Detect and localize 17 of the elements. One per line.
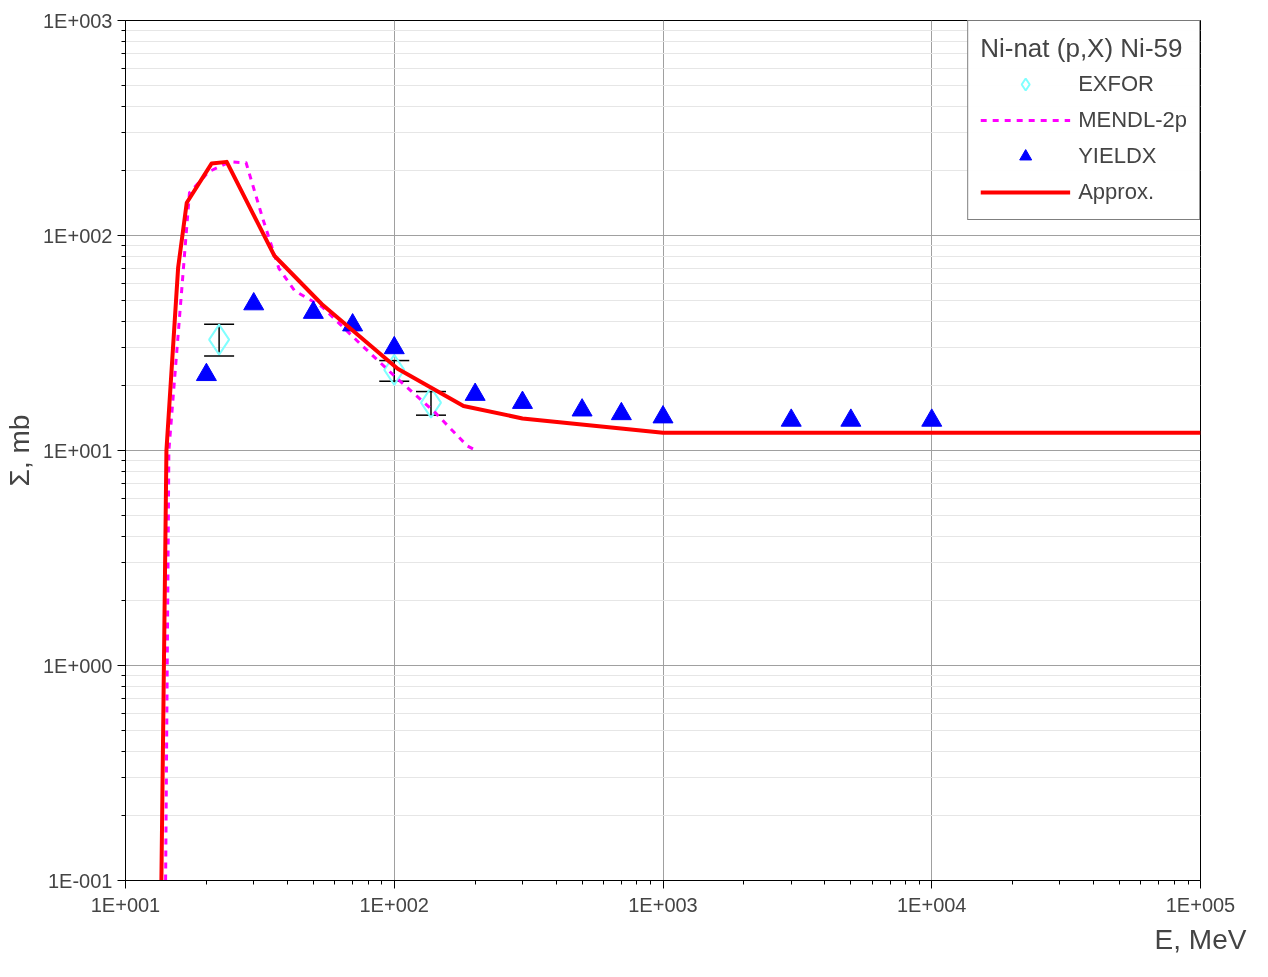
y-tick-label: 1E-001 [48,869,113,892]
legend-label: Approx. [1078,179,1155,205]
legend-label: EXFOR [1078,71,1154,97]
y-tick-label: 1E+000 [42,654,113,677]
y-tick-label: 1E+002 [42,224,113,247]
y-tick-label: 1E+003 [42,9,113,32]
y-tick-label: 1E+001 [42,439,113,462]
x-tick-label: 1E+001 [90,893,161,916]
x-axis-title: E, MeV [1154,923,1247,955]
legend-label: MENDL-2p [1078,107,1187,133]
x-tick-label: 1E+002 [359,893,430,916]
x-tick-label: 1E+003 [628,893,698,916]
legend-title: Ni-nat (p,X) Ni-59 [980,33,1184,64]
x-tick-label: 1E+005 [1165,893,1236,916]
legend-label: YIELDX [1078,143,1157,169]
x-tick-label: 1E+004 [896,893,967,916]
y-axis-title: Σ, mb [3,414,35,487]
